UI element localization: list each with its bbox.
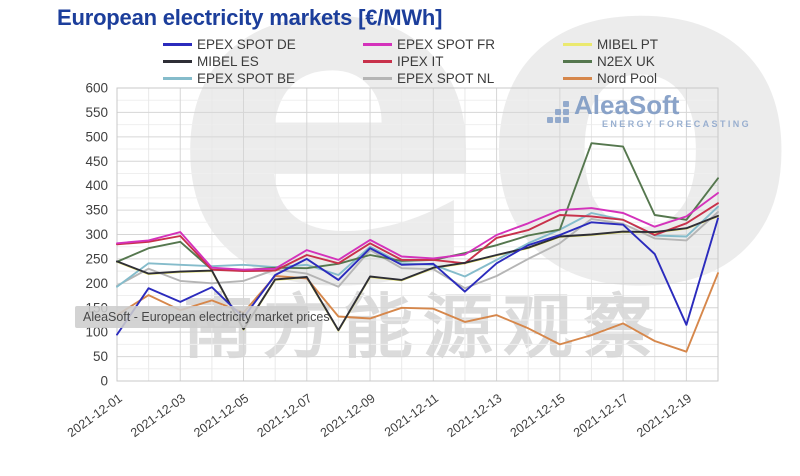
y-axis-tick-label: 400: [85, 178, 108, 193]
y-axis-tick-label: 600: [85, 81, 108, 96]
x-axis-tick-label: 2021-12-07: [255, 391, 315, 440]
x-axis-tick-label: 2021-12-03: [128, 391, 188, 440]
y-axis-tick-label: 550: [85, 105, 108, 120]
legend-swatch: [563, 77, 592, 80]
series-line-mibel-es: [116, 214, 719, 332]
y-axis-tick-label: 250: [85, 251, 108, 266]
series-line-n2ex-uk: [116, 142, 719, 272]
legend-item-epex-spot-de: EPEX SPOT DE: [163, 37, 301, 52]
series-line-epex-spot-de: [116, 217, 719, 336]
legend-label: N2EX UK: [597, 54, 655, 69]
y-axis-tick-label: 100: [85, 325, 108, 340]
legend-label: EPEX SPOT NL: [397, 71, 495, 86]
legend-label: IPEX IT: [397, 54, 444, 69]
legend-swatch: [163, 43, 192, 46]
legend-item-epex-spot-nl: EPEX SPOT NL: [363, 71, 501, 86]
y-axis-tick-label: 350: [85, 203, 108, 218]
x-axis-tick-label: 2021-12-19: [634, 391, 694, 440]
series-line-epex-spot-nl: [116, 211, 719, 290]
aleasoft-logo: AleaSoft ENERGY FORECASTING: [547, 92, 751, 129]
x-axis-tick-label: 2021-12-09: [318, 391, 378, 440]
x-axis-tick-label: 2021-12-05: [191, 391, 251, 440]
series-line-nord-pool: [116, 272, 719, 353]
x-axis-tick-label: 2021-12-17: [571, 391, 631, 440]
legend-item-nord-pool: Nord Pool: [563, 71, 701, 86]
y-axis-tick-label: 0: [100, 374, 108, 389]
legend-swatch: [163, 60, 192, 63]
y-axis-tick-label: 450: [85, 154, 108, 169]
legend-label: EPEX SPOT DE: [197, 37, 296, 52]
legend-swatch: [163, 77, 192, 80]
legend-column: EPEX SPOT FR IPEX IT EPEX SPOT NL: [363, 37, 501, 86]
legend-label: EPEX SPOT BE: [197, 71, 296, 86]
legend-item-epex-spot-be: EPEX SPOT BE: [163, 71, 301, 86]
chart-legend: EPEX SPOT DE MIBEL ES EPEX SPOT BE EPEX SPO…: [163, 37, 701, 86]
y-axis-tick-label: 50: [93, 349, 108, 364]
legend-item-ipex-it: IPEX IT: [363, 54, 501, 69]
series-line-ipex-it: [116, 202, 719, 273]
chart-title: European electricity markets [€/MWh]: [57, 5, 443, 30]
plot-frame: [116, 87, 719, 382]
legend-label: MIBEL PT: [597, 37, 659, 52]
legend-column: MIBEL PT N2EX UK Nord Pool: [563, 37, 701, 86]
x-axis-tick-label: 2021-12-11: [382, 391, 441, 439]
source-watermark-text: AleaSoft - European electricity market p…: [83, 310, 330, 324]
legend-label: Nord Pool: [597, 71, 658, 86]
legend-swatch: [563, 60, 592, 63]
aleasoft-dots-icon: [547, 101, 569, 123]
legend-swatch: [563, 43, 592, 46]
legend-item-n2ex-uk: N2EX UK: [563, 54, 701, 69]
y-axis-tick-label: 200: [85, 276, 108, 291]
legend-label: MIBEL ES: [197, 54, 259, 69]
legend-swatch: [363, 43, 392, 46]
aleasoft-logo-subtitle: ENERGY FORECASTING: [602, 119, 752, 129]
x-axis-tick-label: 2021-12-15: [508, 391, 568, 440]
aleasoft-logo-name: AleaSoft: [574, 90, 680, 120]
source-watermark-band: AleaSoft - European electricity market p…: [75, 306, 330, 328]
x-axis-tick-label: 2021-12-13: [444, 391, 504, 440]
legend-label: EPEX SPOT FR: [397, 37, 496, 52]
x-axis-tick-label: 2021-12-01: [65, 391, 125, 440]
y-axis-tick-label: 300: [85, 227, 108, 242]
y-axis-tick-label: 500: [85, 129, 108, 144]
legend-column: EPEX SPOT DE MIBEL ES EPEX SPOT BE: [163, 37, 301, 86]
legend-item-epex-spot-fr: EPEX SPOT FR: [363, 37, 501, 52]
legend-item-mibel-pt: MIBEL PT: [563, 37, 701, 52]
legend-swatch: [363, 77, 392, 80]
legend-item-mibel-es: MIBEL ES: [163, 54, 301, 69]
legend-swatch: [363, 60, 392, 63]
series-line-epex-spot-fr: [116, 192, 719, 271]
